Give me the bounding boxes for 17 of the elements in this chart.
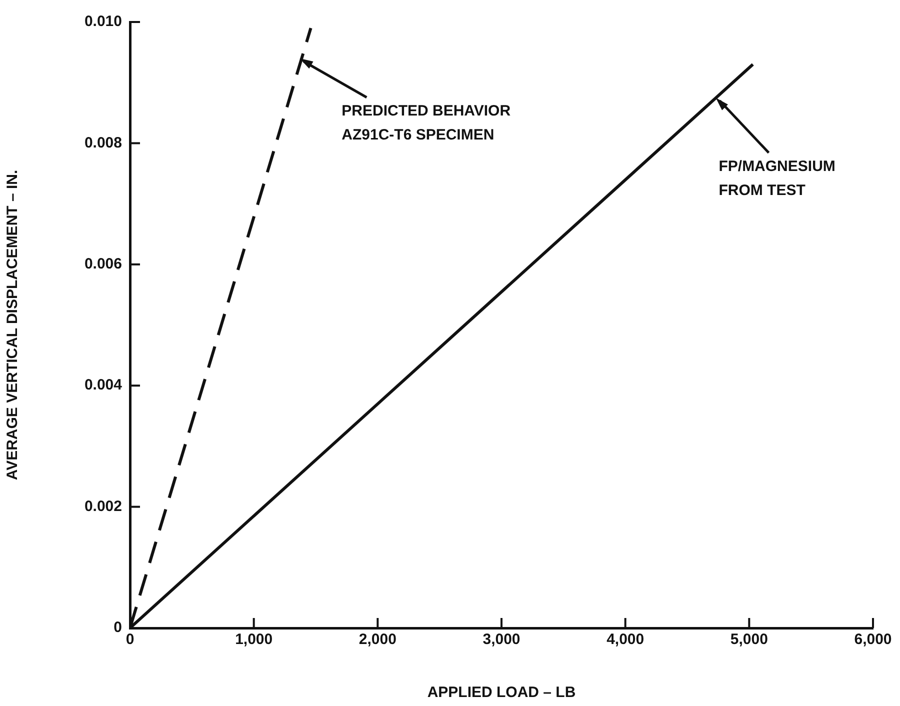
y-tick-label: 0.004 xyxy=(84,376,123,394)
y-tick-label: 0.010 xyxy=(84,13,122,30)
x-tick-label: 0 xyxy=(126,631,134,648)
y-tick-label: 0 xyxy=(114,619,122,636)
x-tick-label: 2,000 xyxy=(358,631,396,648)
x-tick-label: 5,000 xyxy=(730,631,768,648)
annotation: PREDICTED BEHAVIOR AZ91C-T6 SPECIMEN xyxy=(342,102,511,144)
x-axis-title: APPLIED LOAD – LB xyxy=(427,684,576,702)
y-tick-label: 0.008 xyxy=(84,134,122,152)
x-tick-label: 1,000 xyxy=(235,631,273,648)
x-tick-label: 3,000 xyxy=(482,631,520,648)
annotation: FP/MAGNESIUM FROM TEST xyxy=(718,158,836,199)
x-tick-label: 6,000 xyxy=(854,631,892,648)
y-tick-label: 0.002 xyxy=(84,498,122,515)
x-tick-label: 4,000 xyxy=(606,631,644,648)
y-tick-label: 0.006 xyxy=(84,256,122,273)
y-axis-title: AVERAGE VERTICAL DISPLACEMENT – IN. xyxy=(4,170,22,480)
